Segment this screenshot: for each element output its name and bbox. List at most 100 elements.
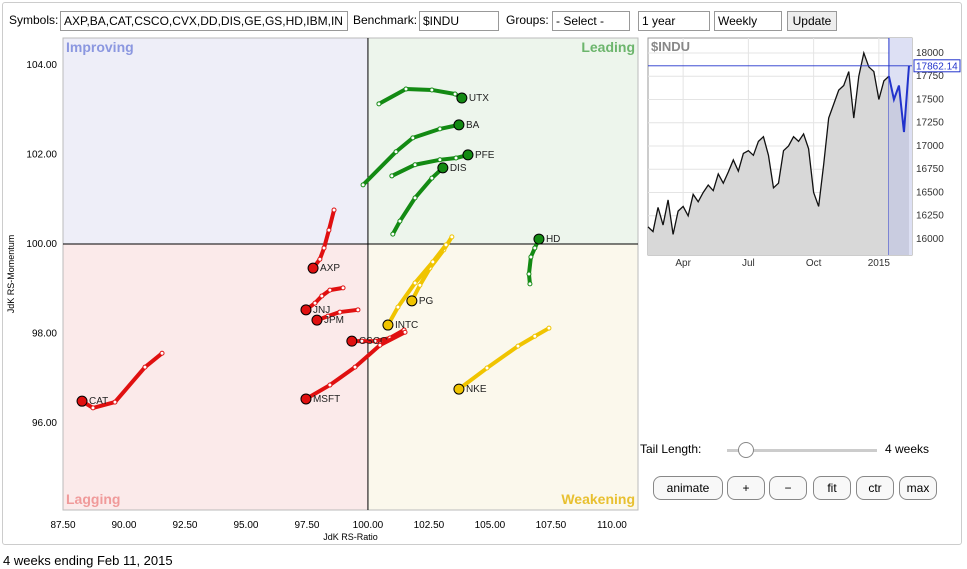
- symbols-input[interactable]: AXP,BA,CAT,CSCO,CVX,DD,DIS,GE,GS,HD,IBM,…: [60, 11, 348, 31]
- y-tick-label: 18000: [916, 48, 944, 59]
- x-tick-label: 100.00: [353, 520, 384, 531]
- symbol-label: JPM: [324, 315, 344, 326]
- symbol-label: UTX: [469, 93, 489, 104]
- head-point: [456, 92, 468, 104]
- tail-point: [417, 282, 423, 288]
- tail-point: [429, 87, 435, 93]
- y-tick-label: 17250: [916, 118, 944, 129]
- head-point: [346, 335, 358, 347]
- tail-point: [395, 304, 401, 310]
- head-point: [300, 393, 312, 405]
- symbol-label: AXP: [320, 263, 340, 274]
- x-tick-label: 95.00: [233, 520, 258, 531]
- ctr-button[interactable]: ctr: [856, 476, 894, 500]
- y-tick-label: 17000: [916, 141, 944, 152]
- tail-point: [515, 343, 521, 349]
- y-tick-label: 17500: [916, 94, 944, 105]
- x-tick-label: 87.50: [50, 520, 75, 531]
- symbol-label: HD: [546, 234, 560, 245]
- animate-button[interactable]: animate: [653, 476, 723, 500]
- symbol-label: JNJ: [313, 305, 330, 316]
- tail-point: [317, 256, 323, 262]
- quadrant-lagging: [63, 243, 368, 510]
- tail-point: [430, 259, 436, 265]
- period-select[interactable]: 1 year: [638, 11, 710, 31]
- tail-point: [376, 101, 382, 107]
- y-tick-label: 100.00: [26, 239, 57, 250]
- tail-point: [159, 350, 165, 356]
- y-tick-label: 104.00: [26, 60, 57, 71]
- tail-point: [312, 300, 318, 306]
- footer: 4 weeks ending Feb 11, 2015: [3, 553, 173, 568]
- y-tick-label: 98.00: [32, 329, 57, 340]
- symbol-label: PG: [419, 296, 434, 307]
- max-button[interactable]: max: [899, 476, 937, 500]
- tail-point: [393, 149, 399, 155]
- rrg-panel: Symbols: AXP,BA,CAT,CSCO,CVX,DD,DIS,GE,G…: [2, 2, 962, 545]
- head-point: [437, 162, 449, 174]
- head-point: [533, 233, 545, 245]
- x-tick-label: 105.00: [475, 520, 506, 531]
- quadrant-improving: [63, 38, 368, 244]
- tail-point: [319, 293, 325, 299]
- interval-select[interactable]: Weekly: [714, 11, 782, 31]
- area: [888, 65, 909, 256]
- x-tick-label: Apr: [675, 258, 691, 269]
- quadrant-leading: [367, 38, 638, 244]
- quadrant-label: Weakening: [561, 491, 635, 507]
- symbols-label: Symbols:: [9, 13, 59, 27]
- area: [648, 52, 889, 255]
- x-tick-label: 107.50: [536, 520, 567, 531]
- tail-point: [372, 338, 378, 344]
- tail-point: [355, 307, 361, 313]
- tail-point: [437, 157, 443, 163]
- fit-button[interactable]: fit: [813, 476, 851, 500]
- y-tick-label: 96.00: [32, 418, 57, 429]
- tail-point: [410, 135, 416, 141]
- benchmark-input[interactable]: $INDU: [419, 11, 499, 31]
- y-tick-label: 16500: [916, 187, 944, 198]
- symbol-label: PFE: [475, 150, 495, 161]
- tail-point: [527, 281, 533, 287]
- tail-point: [331, 207, 337, 213]
- symbol-label: INTC: [395, 320, 418, 331]
- x-axis-title: JdK RS-Ratio: [323, 532, 378, 542]
- minus-button[interactable]: −: [769, 476, 807, 500]
- tail-point: [532, 245, 538, 251]
- tail-point: [526, 271, 532, 277]
- x-tick-label: Oct: [806, 258, 822, 269]
- tail-point: [352, 364, 358, 370]
- symbol-label: DIS: [450, 163, 467, 174]
- quadrant-label: Leading: [581, 39, 635, 55]
- tail-point: [437, 126, 443, 132]
- price-line: [887, 65, 910, 133]
- symbol-label: MSFT: [313, 394, 340, 405]
- tail-slider[interactable]: [727, 449, 877, 452]
- tail-point: [443, 242, 449, 248]
- tail-point: [452, 91, 458, 97]
- plus-button[interactable]: +: [727, 476, 765, 500]
- head-point: [300, 304, 312, 316]
- tail-point: [359, 338, 365, 344]
- x-tick-label: 90.00: [111, 520, 136, 531]
- y-tick-label: 17750: [916, 71, 944, 82]
- groups-select[interactable]: - Select -: [552, 11, 630, 31]
- tail-point: [412, 195, 418, 201]
- tail-point: [325, 313, 331, 319]
- tail-point: [337, 309, 343, 315]
- y-tick-label: 16000: [916, 234, 944, 245]
- slider-knob[interactable]: [738, 442, 754, 458]
- x-tick-label: Jul: [742, 258, 755, 269]
- tail-point: [142, 364, 148, 370]
- update-button[interactable]: Update: [787, 11, 837, 31]
- tail-point: [377, 342, 383, 348]
- charts: Improving Leading Lagging Weakening 87.50 90.…: [6, 37, 961, 542]
- last-price-box: [913, 59, 961, 73]
- tail-point: [412, 280, 418, 286]
- symbol-label: BA: [466, 120, 480, 131]
- tail-point: [402, 329, 408, 335]
- tail-point: [403, 86, 409, 92]
- price-line: [647, 50, 890, 235]
- tail-point: [360, 182, 366, 188]
